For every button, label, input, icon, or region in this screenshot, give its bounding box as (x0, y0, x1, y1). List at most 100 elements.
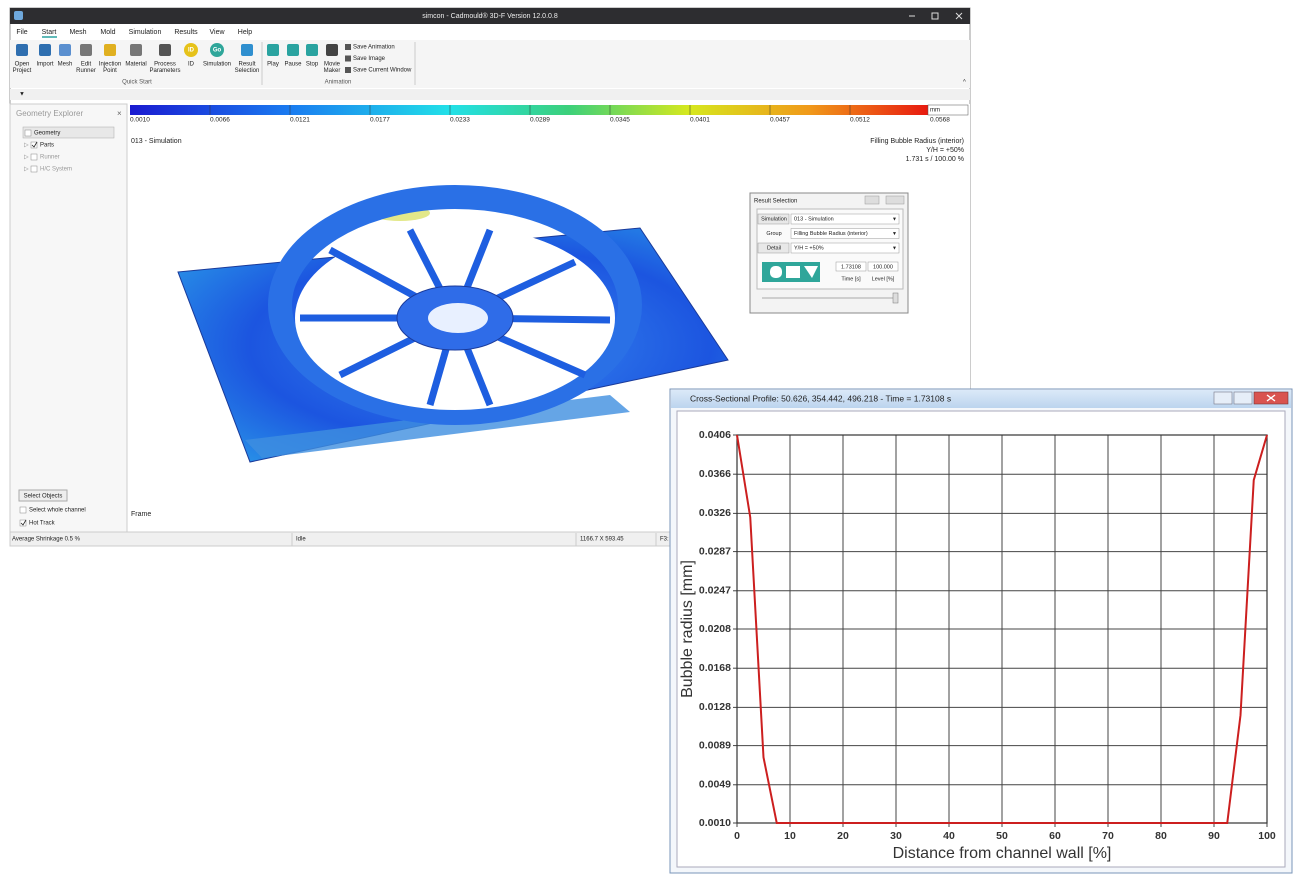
button-icon[interactable] (306, 44, 318, 56)
button-icon[interactable] (210, 43, 224, 57)
dialog-key: Group (766, 231, 781, 237)
option-icon[interactable] (345, 44, 351, 50)
checkbox[interactable] (19, 506, 27, 514)
checkbox-label[interactable]: Hot Track (29, 521, 56, 527)
dialog-value[interactable]: 013 - Simulation (794, 216, 834, 222)
animation-option[interactable]: Save Current Window (353, 68, 412, 74)
icon-text[interactable]: Go (213, 48, 222, 54)
dialog-key[interactable]: Simulation (761, 216, 787, 222)
check-mark (20, 519, 27, 526)
button-label[interactable]: Runner (76, 68, 96, 74)
button-icon[interactable] (267, 44, 279, 56)
button-label[interactable]: ID (188, 62, 195, 68)
button-label[interactable]: Mesh (58, 62, 73, 68)
tree-checkbox[interactable] (30, 165, 38, 173)
tree-item[interactable]: Geometry (34, 131, 60, 137)
menu-tab[interactable]: Simulation (129, 29, 162, 36)
tree-checkbox[interactable] (30, 153, 38, 161)
button-icon[interactable] (184, 43, 198, 57)
slider-thumb[interactable] (892, 292, 899, 304)
button-label[interactable]: Import (36, 62, 53, 68)
x-tick-label: 80 (1155, 830, 1167, 842)
button-label[interactable]: Point (103, 68, 117, 74)
simulation-name: 013 - Simulation (131, 138, 182, 145)
color-scale-label: 0.0401 (690, 117, 710, 124)
menu-tab[interactable]: View (209, 29, 225, 36)
tree-item[interactable]: Parts (40, 143, 54, 149)
dialog-select[interactable] (790, 228, 900, 239)
button-label[interactable]: Simulation (203, 62, 231, 68)
tree-checkbox[interactable] (30, 141, 38, 149)
checkbox[interactable] (19, 519, 27, 527)
tree-checkbox[interactable] (24, 129, 32, 137)
menu-tab[interactable]: Results (174, 29, 198, 36)
menu-tab[interactable]: Mesh (69, 29, 86, 36)
level-value[interactable]: 100.000 (873, 264, 893, 270)
dialog-select[interactable] (790, 213, 900, 225)
tree-item[interactable]: Runner (40, 155, 60, 161)
close-button[interactable] (885, 195, 905, 205)
option-icon[interactable] (345, 55, 351, 62)
menu-tab[interactable]: Help (238, 29, 253, 36)
button-icon[interactable] (16, 44, 28, 56)
button-icon[interactable] (287, 44, 299, 56)
button-label[interactable]: Select Objects (24, 494, 63, 500)
button-label[interactable]: Edit (81, 62, 92, 68)
button-label[interactable]: Project (13, 68, 32, 74)
button-label[interactable]: Play (267, 62, 279, 68)
button-icon[interactable] (159, 44, 171, 56)
button-label[interactable]: Result (238, 62, 255, 68)
checkbox-label[interactable]: Select whole channel (29, 508, 86, 514)
menu-tab[interactable]: Start (42, 29, 57, 36)
dialog-value[interactable]: Y/H = +50% (794, 245, 824, 251)
option-icon[interactable] (345, 67, 351, 73)
button-label[interactable]: Stop (306, 62, 319, 68)
button-icon[interactable] (326, 44, 338, 56)
y-tick-label: 0.0406 (699, 429, 731, 441)
button-icon[interactable] (241, 44, 253, 56)
time-value[interactable]: 1.73108 (841, 264, 861, 270)
minimize-button[interactable] (1213, 391, 1233, 405)
time-field[interactable] (835, 261, 867, 272)
menu-tab[interactable]: Mold (100, 29, 115, 36)
menu-tab[interactable]: File (16, 29, 27, 36)
animation-option[interactable]: Save Animation (353, 45, 395, 51)
collapse-ribbon[interactable]: ^ (963, 80, 966, 86)
button-label[interactable]: Process (154, 62, 176, 68)
button-label[interactable]: Pause (284, 62, 302, 68)
button-icon[interactable] (130, 44, 142, 56)
y-tick-label: 0.0208 (699, 623, 731, 635)
button-label[interactable]: Movie (324, 62, 341, 68)
button-icon[interactable] (80, 44, 92, 56)
icon-text[interactable]: ID (188, 48, 195, 54)
button-label[interactable]: Parameters (149, 68, 180, 74)
button-label[interactable]: Maker (324, 68, 341, 74)
button-label[interactable]: Injection (99, 62, 121, 68)
button-icon[interactable] (59, 44, 71, 56)
pin-button[interactable] (864, 195, 880, 205)
check-mark (31, 141, 38, 148)
close-button[interactable] (955, 12, 963, 20)
quick-menu[interactable]: ▼ (19, 92, 25, 98)
button-icon[interactable] (104, 44, 116, 56)
x-tick-label: 20 (837, 830, 849, 842)
button-label[interactable]: Open (15, 62, 30, 68)
button-label[interactable]: Selection (235, 68, 260, 74)
dialog-key[interactable]: Detail (767, 245, 781, 251)
button-label[interactable]: Material (125, 62, 146, 68)
restore-button[interactable] (1233, 391, 1253, 405)
button-icon[interactable] (39, 44, 51, 56)
dialog-button[interactable] (757, 242, 790, 254)
level-field[interactable] (867, 261, 899, 272)
tree-expander: ▷ (24, 155, 29, 161)
dialog-select[interactable] (790, 242, 900, 254)
select-objects-button[interactable] (18, 489, 68, 502)
explorer-close[interactable]: × (117, 109, 122, 118)
animation-option[interactable]: Save Image (353, 56, 386, 62)
maximize-button[interactable] (931, 12, 939, 20)
dialog-button[interactable] (757, 213, 790, 225)
tree-item[interactable]: H/C System (40, 167, 72, 173)
y-tick-label: 0.0287 (699, 545, 731, 557)
dialog-value[interactable]: Filling Bubble Radius (interior) (794, 231, 868, 237)
